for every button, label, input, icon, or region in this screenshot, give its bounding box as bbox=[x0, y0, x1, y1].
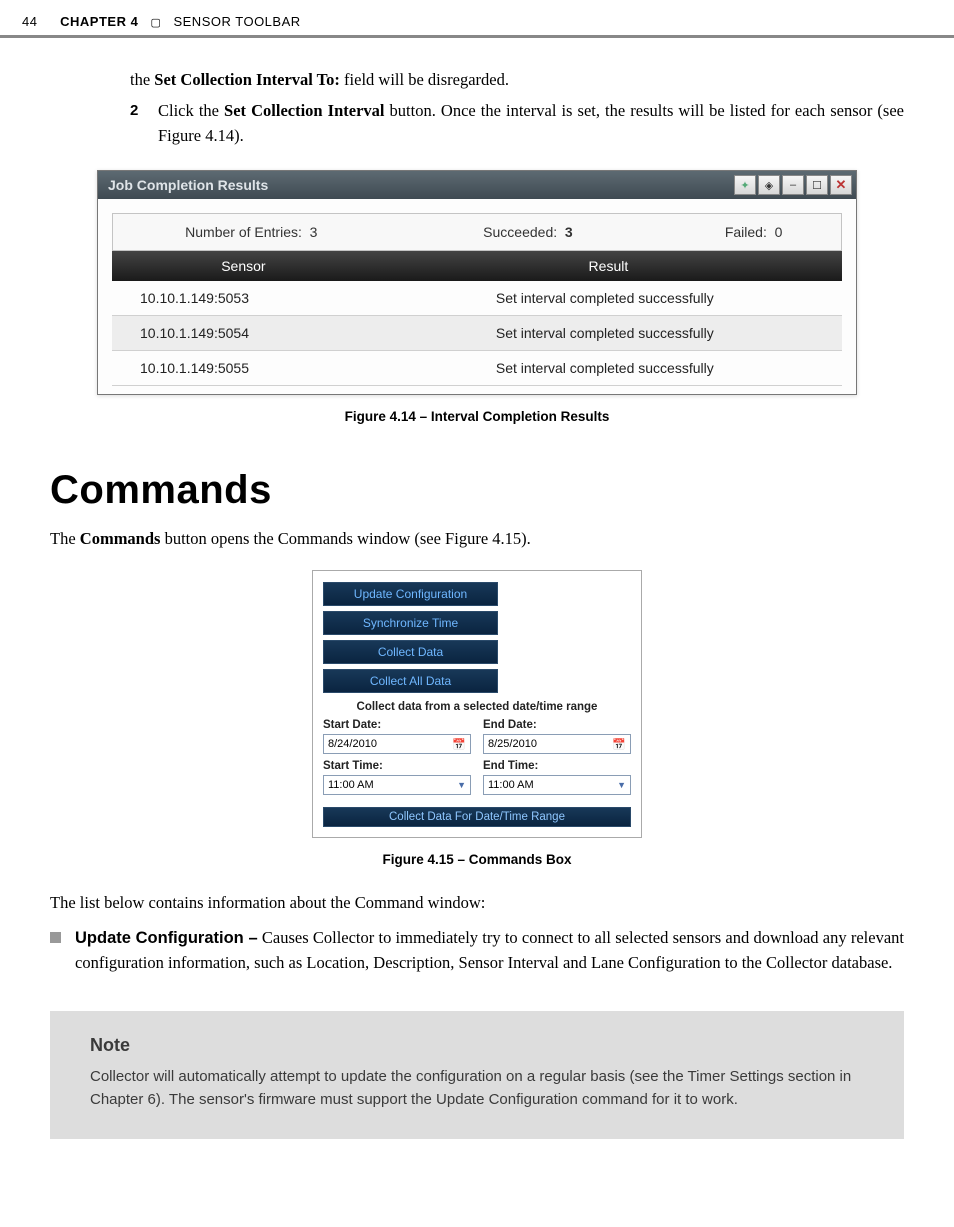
succeeded-cell: Succeeded: 3 bbox=[390, 214, 667, 250]
collect-all-data-button[interactable]: Collect All Data bbox=[323, 669, 498, 693]
cell-result: Set interval completed successfully bbox=[378, 360, 832, 376]
collect-data-button[interactable]: Collect Data bbox=[323, 640, 498, 664]
value: 11:00 AM bbox=[328, 779, 374, 791]
end-date-input[interactable]: 8/25/2010 📅 bbox=[483, 734, 631, 754]
table-header: Sensor Result bbox=[112, 251, 842, 281]
range-label: Collect data from a selected date/time r… bbox=[323, 701, 631, 713]
th-result: Result bbox=[375, 251, 842, 281]
cell-sensor: 10.10.1.149:5053 bbox=[122, 290, 378, 306]
value: 0 bbox=[775, 224, 783, 240]
value: 8/25/2010 bbox=[488, 738, 537, 750]
date-time-grid: Start Date: 8/24/2010 📅 Start Time: 11:0… bbox=[323, 719, 631, 801]
chevron-down-icon[interactable]: ▼ bbox=[457, 780, 466, 790]
maximize-button[interactable]: ☐ bbox=[806, 175, 828, 195]
dialog-titlebar: Job Completion Results ✦ ◈ – ☐ ✕ bbox=[98, 171, 856, 199]
commands-heading: Commands bbox=[50, 468, 904, 513]
text: Click the bbox=[158, 101, 224, 120]
page-number: 44 bbox=[22, 14, 56, 29]
job-completion-dialog: Job Completion Results ✦ ◈ – ☐ ✕ Number … bbox=[97, 170, 857, 395]
update-configuration-button[interactable]: Update Configuration bbox=[323, 582, 498, 606]
figure-caption-4-14: Figure 4.14 – Interval Completion Result… bbox=[50, 409, 904, 424]
end-date-label: End Date: bbox=[483, 719, 631, 731]
commands-window: Update Configuration Synchronize Time Co… bbox=[312, 570, 642, 838]
text: field will be disregarded. bbox=[340, 70, 509, 89]
start-date-label: Start Date: bbox=[323, 719, 471, 731]
chapter-title: SENSOR TOOLBAR bbox=[173, 14, 300, 29]
th-sensor: Sensor bbox=[112, 251, 375, 281]
step-text: Click the Set Collection Interval button… bbox=[158, 99, 904, 149]
entries-cell: Number of Entries: 3 bbox=[113, 214, 390, 250]
text: button opens the Commands window (see Fi… bbox=[160, 529, 530, 548]
table-row: 10.10.1.149:5053 Set interval completed … bbox=[112, 281, 842, 316]
pin-button[interactable]: ✦ bbox=[734, 175, 756, 195]
minimize-button[interactable]: – bbox=[782, 175, 804, 195]
note-title: Note bbox=[90, 1035, 876, 1056]
text-bold: Commands bbox=[80, 529, 161, 548]
value: 11:00 AM bbox=[488, 779, 534, 791]
dialog-body: Number of Entries: 3 Succeeded: 3 Failed… bbox=[98, 199, 856, 394]
cell-sensor: 10.10.1.149:5055 bbox=[122, 360, 378, 376]
end-col: End Date: 8/25/2010 📅 End Time: 11:00 AM… bbox=[483, 719, 631, 801]
page-header-inner: 44 CHAPTER 4 ▢ SENSOR TOOLBAR bbox=[22, 14, 954, 29]
value: 8/24/2010 bbox=[328, 738, 377, 750]
note-body: Collector will automatically attempt to … bbox=[90, 1066, 876, 1111]
text-bold: Set Collection Interval bbox=[224, 101, 384, 120]
text: the bbox=[130, 70, 154, 89]
text-bold: Set Collection Interval To: bbox=[154, 70, 340, 89]
label: Failed: bbox=[725, 224, 767, 240]
close-button[interactable]: ✕ bbox=[830, 175, 852, 195]
end-time-label: End Time: bbox=[483, 760, 631, 772]
label: Succeeded: bbox=[483, 224, 557, 240]
autohide-button[interactable]: ◈ bbox=[758, 175, 780, 195]
step-2: 2 Click the Set Collection Interval butt… bbox=[130, 99, 904, 149]
figure-caption-4-15: Figure 4.15 – Commands Box bbox=[50, 852, 904, 867]
label: Number of Entries: bbox=[185, 224, 302, 240]
note-box: Note Collector will automatically attemp… bbox=[50, 1011, 904, 1139]
list-intro: The list below contains information abou… bbox=[50, 891, 904, 916]
synchronize-time-button[interactable]: Synchronize Time bbox=[323, 611, 498, 635]
cell-sensor: 10.10.1.149:5054 bbox=[122, 325, 378, 341]
start-col: Start Date: 8/24/2010 📅 Start Time: 11:0… bbox=[323, 719, 471, 801]
start-date-input[interactable]: 8/24/2010 📅 bbox=[323, 734, 471, 754]
dialog-title: Job Completion Results bbox=[108, 177, 268, 193]
calendar-icon[interactable]: 📅 bbox=[452, 738, 466, 751]
bullet-text: Update Configuration – Causes Collector … bbox=[75, 926, 904, 976]
chapter-label: CHAPTER 4 bbox=[60, 14, 138, 29]
collect-range-button[interactable]: Collect Data For Date/Time Range bbox=[323, 807, 631, 827]
separator-icon: ▢ bbox=[150, 17, 161, 29]
text: The bbox=[50, 529, 80, 548]
step-number: 2 bbox=[130, 99, 158, 149]
page-header: 44 CHAPTER 4 ▢ SENSOR TOOLBAR bbox=[0, 0, 954, 38]
end-time-input[interactable]: 11:00 AM ▼ bbox=[483, 775, 631, 795]
cell-result: Set interval completed successfully bbox=[378, 325, 832, 341]
calendar-icon[interactable]: 📅 bbox=[612, 738, 626, 751]
start-time-label: Start Time: bbox=[323, 760, 471, 772]
window-buttons: ✦ ◈ – ☐ ✕ bbox=[734, 175, 852, 195]
start-time-input[interactable]: 11:00 AM ▼ bbox=[323, 775, 471, 795]
page-content: the Set Collection Interval To: field wi… bbox=[0, 38, 954, 1169]
cell-result: Set interval completed successfully bbox=[378, 290, 832, 306]
table-row: 10.10.1.149:5054 Set interval completed … bbox=[112, 316, 842, 351]
failed-cell: Failed: 0 bbox=[666, 214, 841, 250]
table-row: 10.10.1.149:5055 Set interval completed … bbox=[112, 351, 842, 386]
bullet-lead: Update Configuration – bbox=[75, 929, 258, 947]
value: 3 bbox=[310, 224, 318, 240]
chevron-down-icon[interactable]: ▼ bbox=[617, 780, 626, 790]
bullet-icon bbox=[50, 932, 61, 943]
stats-row: Number of Entries: 3 Succeeded: 3 Failed… bbox=[112, 213, 842, 251]
value: 3 bbox=[565, 224, 573, 240]
commands-intro: The Commands button opens the Commands w… bbox=[50, 527, 904, 552]
intro-line-1: the Set Collection Interval To: field wi… bbox=[130, 68, 904, 93]
bullet-update-config: Update Configuration – Causes Collector … bbox=[50, 926, 904, 976]
